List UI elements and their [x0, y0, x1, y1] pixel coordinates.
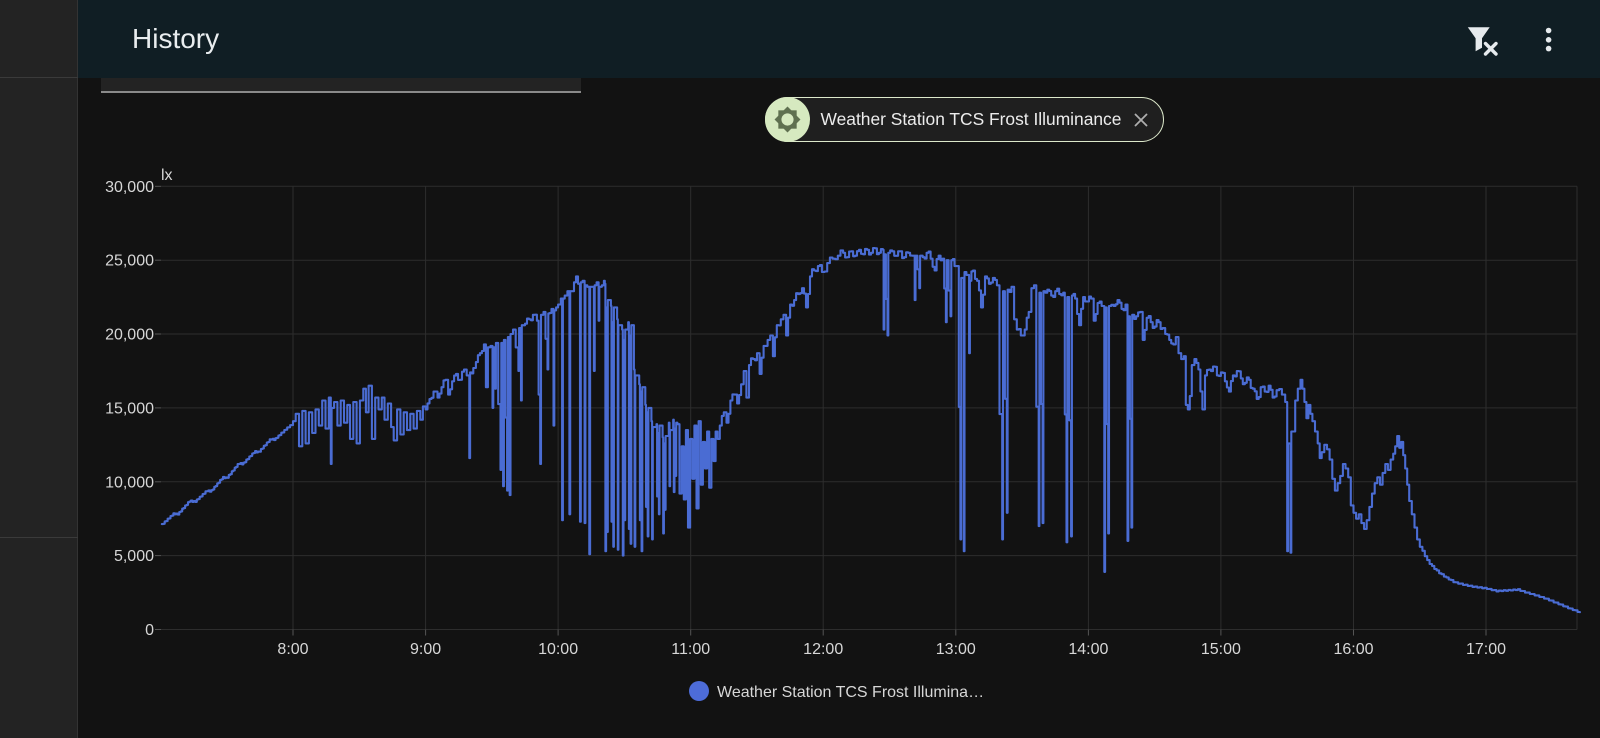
svg-text:Weather Station TCS Frost Illu: Weather Station TCS Frost Illumina…	[717, 684, 984, 701]
svg-text:30,000: 30,000	[105, 179, 154, 196]
svg-text:12:00: 12:00	[803, 641, 843, 658]
svg-text:25,000: 25,000	[105, 253, 154, 270]
svg-text:lx: lx	[161, 167, 173, 184]
svg-text:11:00: 11:00	[671, 641, 710, 658]
svg-text:15:00: 15:00	[1201, 641, 1241, 658]
svg-text:17:00: 17:00	[1466, 641, 1506, 658]
svg-text:20,000: 20,000	[105, 327, 154, 344]
svg-text:16:00: 16:00	[1333, 641, 1373, 658]
svg-text:0: 0	[145, 622, 154, 639]
svg-text:15,000: 15,000	[105, 400, 154, 417]
svg-text:10:00: 10:00	[538, 641, 578, 658]
svg-text:8:00: 8:00	[277, 641, 308, 658]
svg-text:5,000: 5,000	[114, 548, 154, 565]
svg-text:13:00: 13:00	[936, 641, 976, 658]
svg-text:14:00: 14:00	[1068, 641, 1108, 658]
svg-text:10,000: 10,000	[105, 474, 154, 491]
svg-text:9:00: 9:00	[410, 641, 441, 658]
